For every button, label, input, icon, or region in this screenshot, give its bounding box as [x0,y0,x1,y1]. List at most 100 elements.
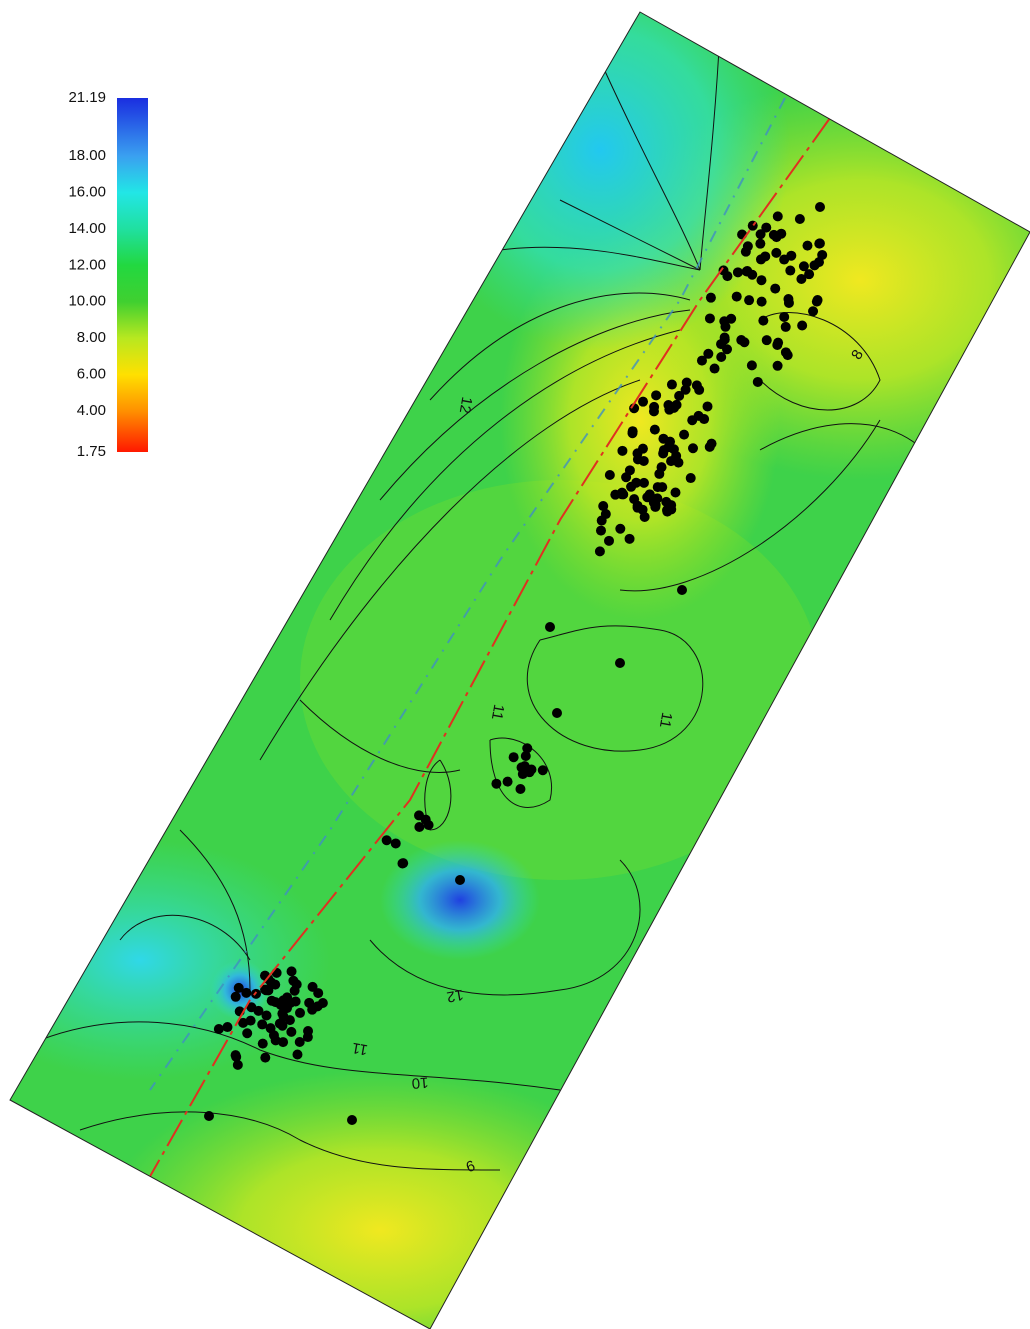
well-point [679,430,689,440]
well-point [596,526,606,536]
well-point [318,998,328,1008]
well-point [277,1021,287,1031]
colorbar-tick-label: 10.00 [68,293,106,310]
well-point [260,1053,270,1063]
well-point [610,490,620,500]
colorbar-ticks: 21.1918.0016.0014.0012.0010.008.006.004.… [68,89,106,460]
well-point [615,524,625,534]
well-point [747,360,757,370]
well-point [741,247,751,257]
well-point [639,456,649,466]
well-point [673,458,683,468]
colorbar-tick-label: 16.00 [68,183,106,200]
well-point [756,275,766,285]
well-point [688,443,698,453]
well-point [670,488,680,498]
well-point [783,350,793,360]
well-point [757,297,767,307]
well-point [231,992,241,1002]
contour-label: 12 [456,395,476,414]
well-point [242,1028,252,1038]
well-point [509,752,519,762]
well-point [292,1049,302,1059]
well-point [785,266,795,276]
well-point [633,503,643,513]
well-point [295,1008,305,1018]
well-point [658,434,668,444]
well-point [669,444,679,454]
contour-label: 11 [488,703,507,721]
well-point [732,292,742,302]
well-point [649,406,659,416]
well-point [770,284,780,294]
well-point [234,983,244,993]
well-point [815,202,825,212]
colorbar-tick-label: 6.00 [77,366,106,383]
well-point [617,446,627,456]
colorbar [117,98,148,452]
well-point [625,465,635,475]
well-point [652,493,662,503]
well-point [692,380,702,390]
well-point [397,858,407,868]
colorbar-tick-label: 18.00 [68,147,106,164]
colorbar-tick-label: 14.00 [68,220,106,237]
colorbar-tick-label: 21.19 [68,89,106,106]
well-point [784,298,794,308]
well-point [686,473,696,483]
well-point [756,254,766,264]
well-point [231,1052,241,1062]
well-point [650,425,660,435]
well-point [601,509,611,519]
well-point [748,221,758,231]
well-point [659,445,669,455]
well-point [809,260,819,270]
well-point [638,397,648,407]
well-point [267,996,277,1006]
contour-label: 12 [445,986,464,1006]
well-point [414,810,424,820]
well-point [303,1032,313,1042]
well-point [272,968,282,978]
well-point [287,966,297,976]
well-point [703,401,713,411]
well-point [640,512,650,522]
colorbar-tick-label: 1.75 [77,443,106,460]
well-point [455,875,465,885]
well-point [681,385,691,395]
well-point [605,470,615,480]
well-point [204,1111,214,1121]
well-point [552,708,562,718]
well-point [815,238,825,248]
well-point [266,1023,276,1033]
well-point [258,1039,268,1049]
well-point [699,414,709,424]
well-point [773,338,783,348]
well-point [286,1027,296,1037]
well-point [382,835,392,845]
well-point [762,335,772,345]
well-point [808,306,818,316]
page: 12811111211109 21.1918.0016.0014.0012.00… [0,0,1030,1329]
well-point [755,239,765,249]
well-point [781,322,791,332]
well-point [779,312,789,322]
colorbar-tick-label: 8.00 [77,329,106,346]
well-point [742,266,752,276]
well-point [705,313,715,323]
well-point [753,377,763,387]
well-point [214,1024,224,1034]
well-point [246,1016,256,1026]
well-point [707,439,717,449]
well-point [667,380,677,390]
well-point [651,390,661,400]
contour-label: 10 [411,1073,429,1091]
well-point [545,622,555,632]
well-point [253,1006,263,1016]
well-point [661,497,671,507]
well-point [278,995,288,1005]
well-point [522,743,532,753]
well-point [638,444,648,454]
well-point [771,248,781,258]
well-point [722,344,732,354]
